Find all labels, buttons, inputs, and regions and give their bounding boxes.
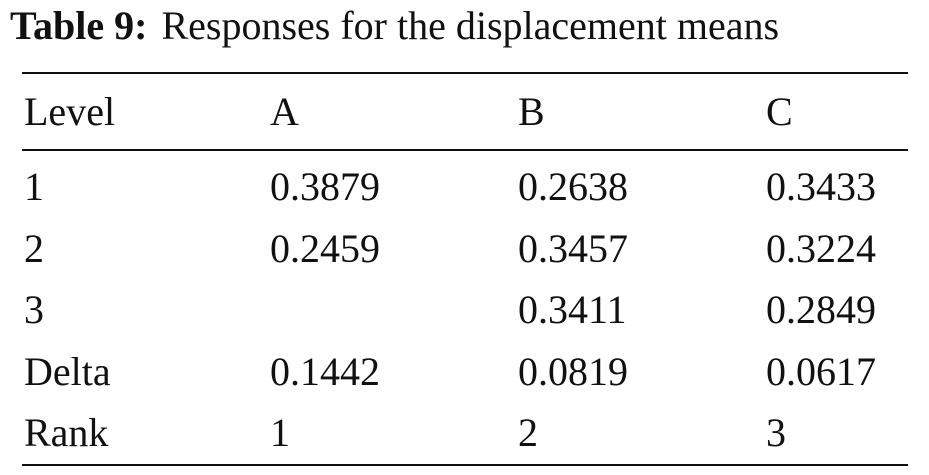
table-cell: 1 xyxy=(270,410,290,455)
table-cell: 0.3457 xyxy=(518,225,628,271)
caption-label: Table 9: xyxy=(10,3,148,48)
row-label: 2 xyxy=(24,225,44,271)
table-cell: 3 xyxy=(766,410,786,455)
row-label: Rank xyxy=(24,410,109,455)
table-cell: 0.3433 xyxy=(766,164,876,209)
table-cell: 0.2459 xyxy=(270,225,380,271)
header-cell: B xyxy=(518,89,545,134)
header-cell: A xyxy=(270,89,299,134)
row-label: 3 xyxy=(24,287,44,332)
header-cell: Level xyxy=(24,89,116,134)
table-cell: 0.3224 xyxy=(766,225,876,271)
table-cell: 0.1442 xyxy=(270,348,380,394)
table-cell: 2 xyxy=(518,410,538,455)
table-cell: 0.3879 xyxy=(270,164,380,209)
bottom-rule xyxy=(22,464,908,466)
top-rule xyxy=(22,72,908,74)
header-rule xyxy=(22,149,908,151)
table-cell: 0.2849 xyxy=(766,287,876,332)
row-label: 1 xyxy=(24,164,44,209)
table-cell: 0.2638 xyxy=(518,164,628,209)
row-label: Delta xyxy=(24,348,111,394)
table-cell: 0.3411 xyxy=(518,287,627,332)
caption-text: Responses for the displacement means xyxy=(161,3,780,48)
table-cell: 0.0819 xyxy=(518,348,628,394)
table-caption: Table 9: Responses for the displacement m… xyxy=(10,4,779,48)
header-cell: C xyxy=(766,89,793,134)
table-cell: 0.0617 xyxy=(766,348,876,394)
